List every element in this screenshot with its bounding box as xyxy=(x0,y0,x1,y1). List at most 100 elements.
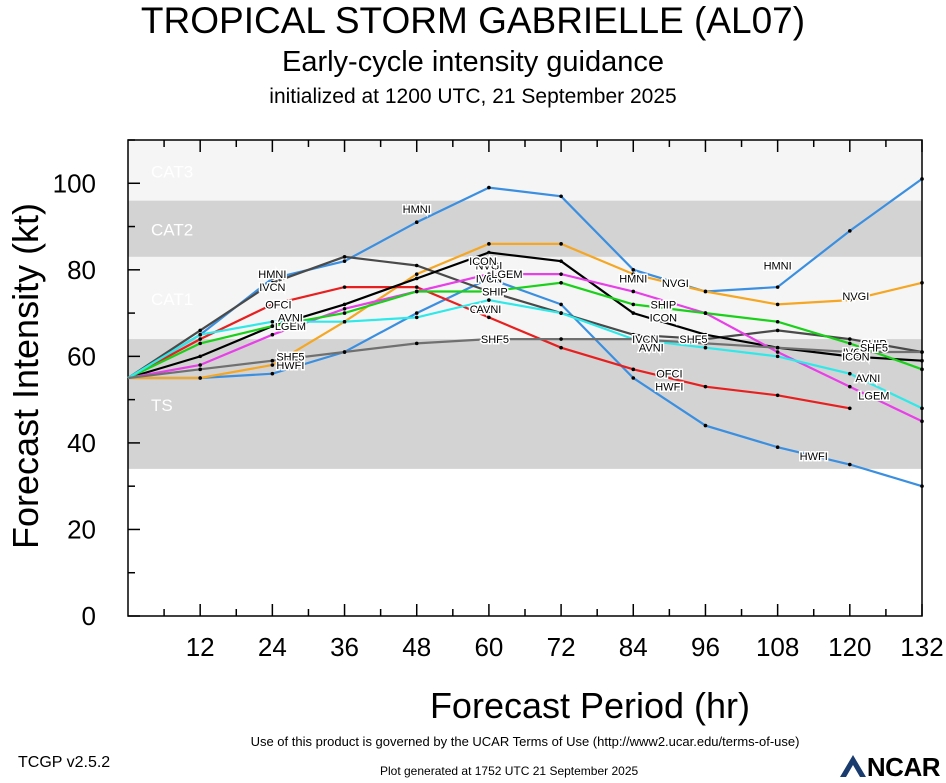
data-point-hmni xyxy=(270,276,275,281)
x-tick-label: 120 xyxy=(828,632,871,662)
series-label-hmni: HMNI xyxy=(258,269,286,281)
x-tick-label: 60 xyxy=(474,632,503,662)
data-point-hmni xyxy=(414,220,419,225)
data-point-ship xyxy=(775,319,780,324)
data-point-ofci xyxy=(198,337,202,341)
x-tick-label: 132 xyxy=(900,632,943,662)
data-point-nvgi xyxy=(703,289,708,294)
data-point-ship xyxy=(487,289,491,294)
band-label-cat3: CAT3 xyxy=(151,162,193,181)
data-point-avni xyxy=(198,332,202,337)
series-avni xyxy=(127,298,924,411)
series-label-nvgi: NVGI xyxy=(842,291,869,303)
data-point-lgem xyxy=(559,272,563,276)
band-cat2 xyxy=(128,200,922,257)
data-point-lgem xyxy=(270,332,275,337)
data-point-ofci xyxy=(631,367,636,372)
data-point-lgem xyxy=(631,289,636,294)
data-point-ofci xyxy=(848,406,852,411)
band-cat3 xyxy=(128,140,922,201)
series-label-shf5: SHF5 xyxy=(860,343,888,355)
x-tick-label: 72 xyxy=(547,632,576,662)
data-point-lgem xyxy=(775,350,780,354)
data-point-icon xyxy=(631,311,636,315)
series-label-ivcn: IVCN xyxy=(632,334,658,346)
series-label-avni: AVNI xyxy=(278,312,303,324)
series-label-hwfi: HWFI xyxy=(800,451,828,463)
x-tick-label: 84 xyxy=(619,632,648,662)
series-ofci xyxy=(127,285,852,411)
data-point-icon xyxy=(414,276,419,281)
data-point-ivcn xyxy=(848,337,852,341)
series-line-hmni xyxy=(127,178,923,379)
chart-subtitle: Early-cycle intensity guidance xyxy=(281,46,664,78)
data-point-lgem xyxy=(198,363,202,367)
x-tick-label: 96 xyxy=(691,632,720,662)
data-point-avni xyxy=(703,345,708,350)
data-point-ship xyxy=(920,367,924,372)
data-point-ofci xyxy=(270,302,275,307)
y-tick-label: 40 xyxy=(67,428,96,458)
data-point-icon xyxy=(848,354,852,359)
data-point-shf5 xyxy=(487,337,491,341)
data-point-ship xyxy=(631,302,636,307)
series-line-ivcn xyxy=(127,255,923,379)
data-point-shf5 xyxy=(270,358,275,363)
band-label-ts: TS xyxy=(151,396,173,415)
data-point-hwfi xyxy=(848,462,852,467)
data-point-hmni xyxy=(775,285,780,289)
series-label-ship: SHIP xyxy=(482,286,508,298)
series-label-icon: ICON xyxy=(469,256,497,268)
series-label-icon: ICON xyxy=(842,351,870,363)
band-label-cat1: CAT1 xyxy=(151,290,193,309)
series-line-hwfi xyxy=(128,277,923,488)
data-point-ofci xyxy=(342,285,347,289)
data-point-shf5 xyxy=(920,350,924,354)
data-point-ivcn xyxy=(270,281,275,285)
data-point-shf5 xyxy=(703,341,708,346)
data-point-avni xyxy=(775,354,780,359)
data-point-shf5 xyxy=(414,341,419,346)
series-label-nvgi: NVGI xyxy=(475,260,502,272)
data-point-icon xyxy=(559,259,563,263)
ncar-logo-text: NCAR xyxy=(866,752,941,782)
data-point-ship xyxy=(198,341,202,346)
data-point-ship xyxy=(703,311,708,315)
data-point-shf5 xyxy=(848,350,852,354)
data-point-avni xyxy=(270,319,275,324)
band-label-cat2: CAT2 xyxy=(151,221,193,240)
series-label-shf5: SHF5 xyxy=(679,334,707,346)
version-label: TCGP v2.5.2 xyxy=(18,754,111,771)
data-point-nvgi xyxy=(414,272,419,276)
initialization-line: initialized at 1200 UTC, 21 September 20… xyxy=(269,85,677,108)
data-point-ivcn xyxy=(631,332,636,337)
data-point-nvgi xyxy=(270,363,275,367)
series-label-ofci: OFCI xyxy=(265,299,291,311)
series-label-lgem: LGEM xyxy=(858,390,889,402)
data-point-icon xyxy=(342,302,347,307)
series-label-hmni: HMNI xyxy=(403,204,431,216)
data-point-lgem xyxy=(342,306,347,311)
series-label-shf5: SHF5 xyxy=(481,334,509,346)
series-label-ship: SHIP xyxy=(651,299,677,311)
data-point-hmni xyxy=(848,229,852,233)
series-label-ivcn: IVCN xyxy=(476,273,502,285)
band-ts xyxy=(128,339,922,469)
data-point-ship xyxy=(848,341,852,346)
data-point-nvgi xyxy=(487,242,491,246)
data-point-shf5 xyxy=(342,350,347,354)
series-label-shf5: SHF5 xyxy=(276,351,304,363)
data-point-ofci xyxy=(414,285,419,289)
terms-of-use[interactable]: Use of this product is governed by the U… xyxy=(250,734,800,749)
generated-timestamp: Plot generated at 1752 UTC 21 September … xyxy=(380,764,639,778)
data-point-icon xyxy=(703,332,708,337)
series-label-ship: SHIP xyxy=(861,338,887,350)
data-point-ivcn xyxy=(342,255,347,259)
data-point-ship xyxy=(270,324,275,328)
series-label-ofci: OFCI xyxy=(656,369,682,381)
data-point-ofci xyxy=(487,315,491,320)
data-point-ship xyxy=(342,311,347,315)
series-label-hmni: HMNI xyxy=(764,260,792,272)
data-point-ofci xyxy=(559,345,563,350)
